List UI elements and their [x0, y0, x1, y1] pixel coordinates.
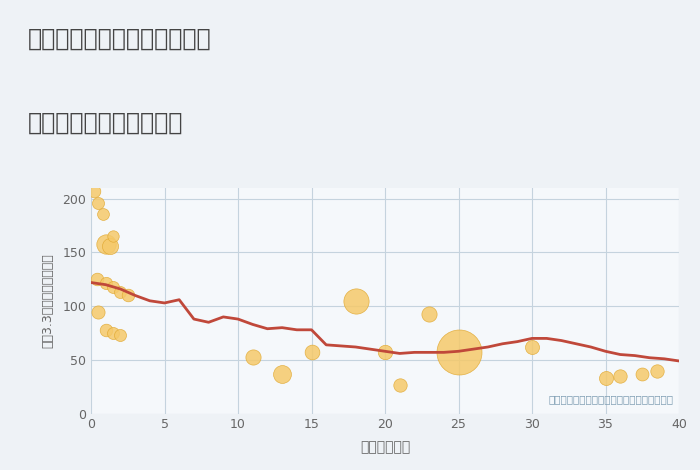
Point: [122, 292, 133, 299]
Point: [108, 329, 119, 337]
Point: [247, 353, 258, 360]
Point: [88, 188, 99, 195]
Point: [526, 343, 538, 351]
Point: [92, 308, 104, 315]
Point: [115, 289, 126, 296]
Point: [104, 242, 116, 250]
Point: [600, 375, 611, 382]
Text: 埼玉県ふじみ野市駒林元町の: 埼玉県ふじみ野市駒林元町の: [28, 27, 211, 51]
Point: [100, 279, 111, 286]
Point: [100, 240, 111, 248]
Y-axis label: 坪（3.3㎡）単価（万円）: 坪（3.3㎡）単価（万円）: [41, 253, 54, 348]
Point: [379, 349, 391, 356]
Point: [652, 367, 663, 375]
Point: [108, 233, 119, 240]
Point: [91, 275, 102, 283]
Text: 円の大きさは、取引のあった物件面積を示す: 円の大きさは、取引のあった物件面積を示す: [548, 395, 673, 405]
Point: [306, 349, 317, 356]
Point: [276, 370, 288, 377]
Point: [424, 310, 435, 317]
Point: [637, 370, 648, 377]
Point: [394, 381, 405, 388]
Text: 築年数別中古戸建て価格: 築年数別中古戸建て価格: [28, 111, 183, 135]
Point: [108, 283, 119, 290]
Point: [97, 210, 108, 218]
X-axis label: 築年数（年）: 築年数（年）: [360, 440, 410, 454]
Point: [92, 199, 104, 207]
Point: [615, 372, 626, 380]
Point: [350, 297, 361, 305]
Point: [115, 331, 126, 339]
Point: [100, 326, 111, 334]
Point: [453, 349, 464, 356]
